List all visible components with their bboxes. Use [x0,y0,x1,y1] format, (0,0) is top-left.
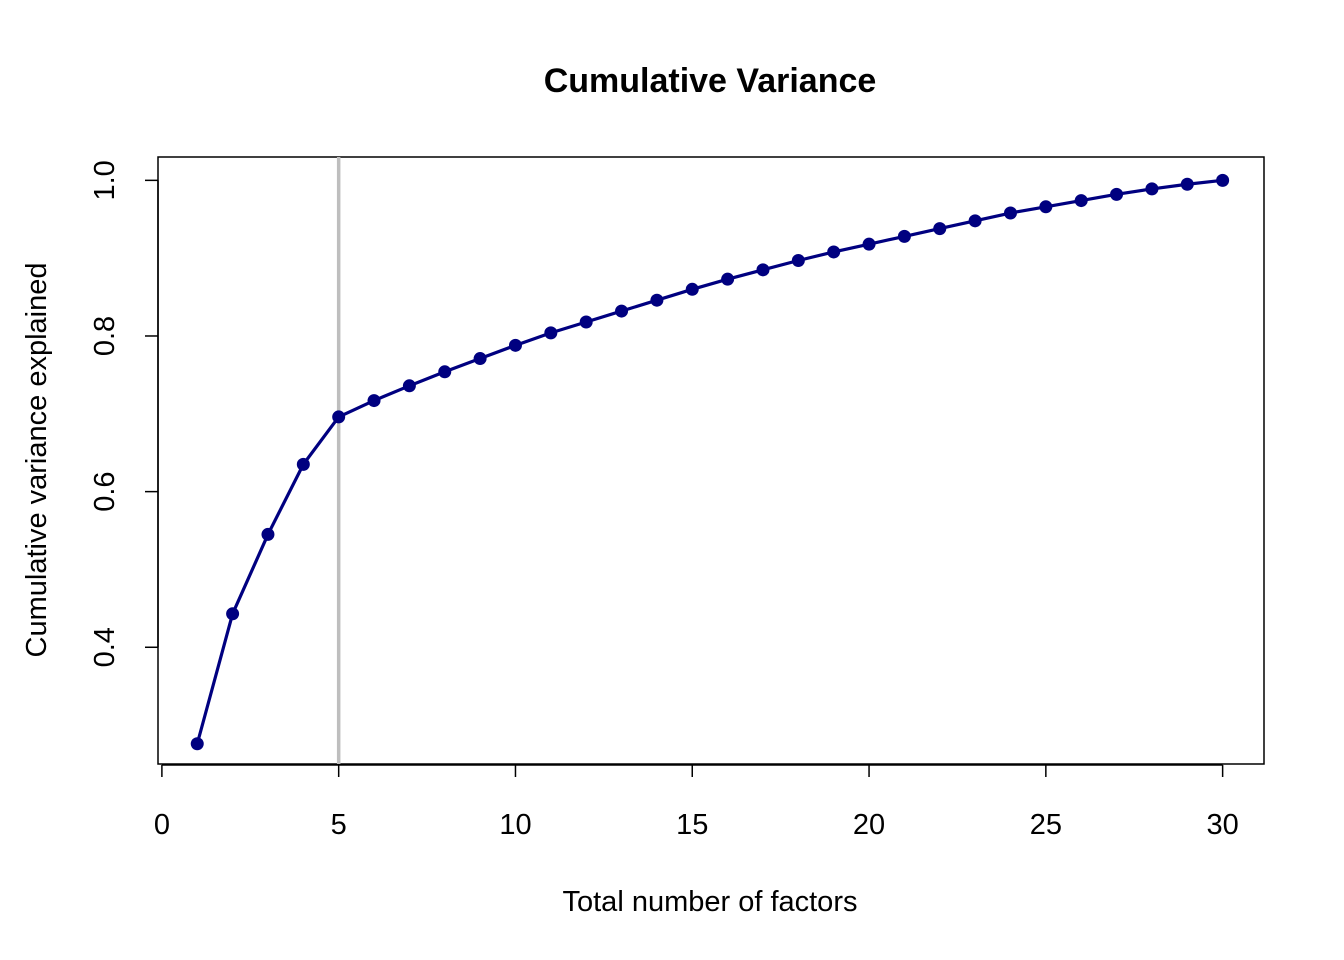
x-tick-label: 25 [1030,809,1062,841]
x-tick-label: 10 [499,809,531,841]
data-point [1039,200,1053,214]
data-point [226,607,240,621]
data-point [544,326,558,340]
y-tick-label: 0.6 [89,471,121,511]
data-point [1003,206,1017,220]
data-point [756,263,770,277]
data-point [190,737,204,751]
x-axis: 0 5 10 15 20 25 30 [154,764,1239,841]
y-tick-label: 1.0 [89,160,121,200]
data-point [1110,187,1124,201]
x-tick-label: 20 [853,809,885,841]
y-axis-label: Cumulative variance explained [21,263,53,658]
data-point [791,254,805,268]
x-axis-label: Total number of factors [563,886,858,918]
x-tick-label: 5 [331,809,347,841]
data-point [615,304,629,318]
data-point [508,338,522,352]
data-point [367,394,381,408]
data-point [261,527,275,541]
data-point [473,352,487,366]
data-point [650,293,664,307]
plot-frame [157,156,1265,765]
data-point [296,457,310,471]
y-axis: 0.4 0.6 0.8 1.0 [89,160,159,667]
data-point [1145,182,1159,196]
data-point [685,282,699,296]
data-point [438,365,452,379]
series-layer [190,173,1230,751]
x-tick-label: 0 [154,809,170,841]
data-point [721,272,735,286]
series-line [195,178,1223,745]
data-point [968,214,982,228]
y-tick-label: 0.8 [89,316,121,356]
data-point [862,237,876,251]
y-tick-label: 0.4 [89,627,121,667]
data-point [1216,173,1230,187]
data-point [933,222,947,236]
x-tick-label: 15 [676,809,708,841]
x-tick-label: 30 [1206,809,1238,841]
chart-title: Cumulative Variance [544,62,877,100]
data-point [897,229,911,243]
data-point [827,245,841,259]
data-point [579,315,593,329]
data-point [1180,177,1194,191]
data-point [1074,194,1088,208]
data-point [402,379,416,393]
data-point [332,410,346,424]
